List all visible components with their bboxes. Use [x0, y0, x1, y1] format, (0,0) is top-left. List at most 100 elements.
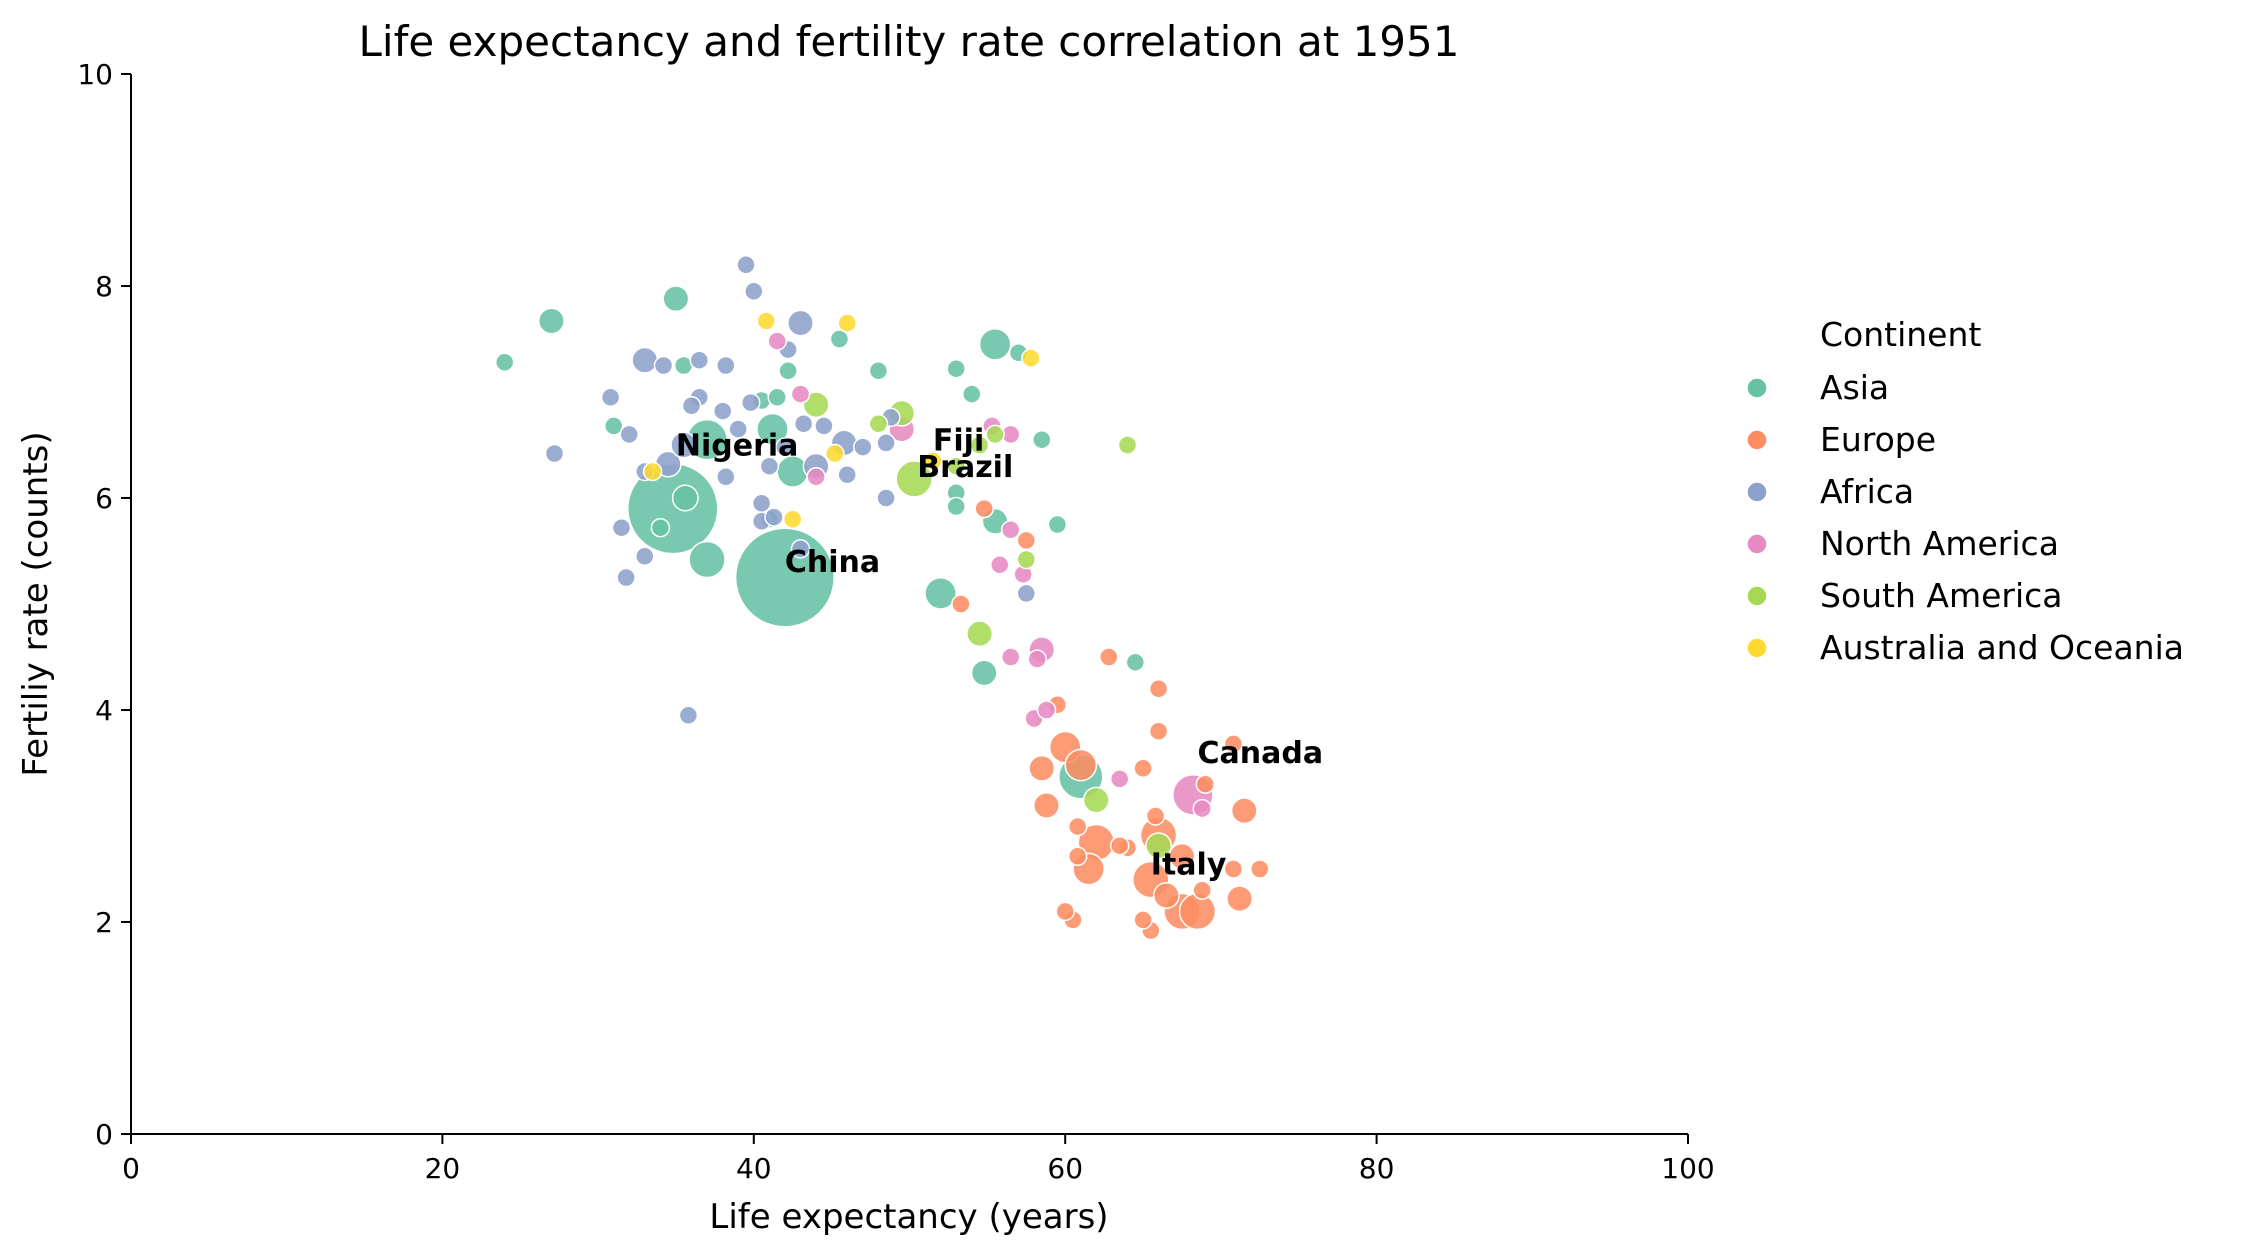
legend-label-south-america: South America — [1820, 576, 2063, 615]
point-africa-5 — [744, 281, 764, 302]
legend-label-asia: Asia — [1820, 368, 1889, 407]
point-europe-11 — [1250, 859, 1270, 879]
point-south-america-9 — [1082, 786, 1110, 814]
point-asia-12 — [662, 285, 690, 313]
y-axis-title: Fertiliy rate (counts) — [16, 431, 56, 776]
point-africa-32 — [764, 507, 784, 527]
point-africa-27 — [876, 433, 896, 453]
y-axis-ticks: 0 2 4 6 8 10 — [77, 58, 131, 1151]
y-tick-label-4: 4 — [95, 694, 113, 727]
point-north-america-8 — [1000, 520, 1021, 540]
point-europe-33 — [1145, 806, 1166, 826]
legend-label-north-america: North America — [1820, 524, 2059, 563]
point-europe-26 — [1067, 816, 1088, 837]
point-europe-14 — [1223, 734, 1244, 754]
point-africa-23 — [814, 416, 834, 436]
point-europe-13 — [1223, 859, 1244, 879]
point-asia-18 — [962, 384, 982, 404]
point-asia-7 — [756, 412, 789, 446]
legend-label-australia-and-oceania: Australia and Oceania — [1820, 628, 2184, 667]
legend-marker-asia — [1746, 377, 1768, 399]
point-europe-21 — [1133, 910, 1153, 930]
point-south-america-11 — [1117, 435, 1138, 455]
point-asia-9 — [494, 352, 515, 373]
x-axis-title: Life expectancy (years) — [709, 1197, 1108, 1237]
point-africa-18 — [740, 392, 761, 413]
point-africa-3 — [716, 355, 736, 376]
point-asia-31 — [767, 387, 787, 408]
point-europe-34 — [1195, 774, 1216, 794]
point-africa-25 — [837, 464, 857, 485]
point-australia-and-oceania-4 — [825, 443, 845, 464]
point-asia-11 — [603, 416, 624, 436]
point-asia-5 — [924, 577, 957, 610]
point-europe-8 — [1033, 791, 1060, 819]
point-asia-26 — [1125, 652, 1146, 673]
x-tick-label-0: 0 — [122, 1152, 140, 1185]
point-europe-7 — [1064, 748, 1098, 782]
point-africa-29 — [876, 488, 896, 508]
legend-label-europe: Europe — [1820, 420, 1936, 459]
point-africa-6 — [787, 309, 814, 337]
point-africa-21 — [793, 414, 814, 434]
point-south-america-0 — [895, 460, 933, 498]
x-tick-label-40: 40 — [736, 1152, 772, 1185]
annotation-fiji: Fiji — [933, 423, 984, 458]
point-europe-28 — [1168, 842, 1196, 870]
point-europe-10 — [1230, 797, 1258, 825]
point-africa-35 — [616, 567, 636, 588]
x-tick-label-20: 20 — [425, 1152, 461, 1185]
point-africa-33 — [790, 539, 811, 559]
y-tick-label-6: 6 — [95, 482, 113, 515]
point-asia-14 — [778, 361, 798, 381]
point-asia-24 — [1047, 514, 1068, 535]
point-africa-11 — [619, 424, 639, 445]
point-africa-1 — [653, 355, 674, 376]
point-europe-17 — [1099, 647, 1119, 667]
y-tick-label-0: 0 — [95, 1118, 113, 1151]
point-africa-9 — [600, 387, 621, 408]
point-africa-14 — [670, 431, 698, 459]
point-asia-4 — [978, 327, 1012, 361]
plot-area — [494, 255, 1270, 941]
point-asia-16 — [868, 361, 889, 381]
point-europe-27 — [1109, 835, 1130, 856]
point-australia-and-oceania-6 — [923, 451, 943, 471]
x-tick-label-100: 100 — [1661, 1152, 1714, 1185]
annotation-brazil: Brazil — [917, 450, 1013, 485]
point-africa-16 — [712, 401, 733, 421]
point-europe-12 — [1226, 885, 1254, 913]
point-africa-36 — [678, 705, 699, 726]
legend-marker-australia-and-oceania — [1746, 637, 1768, 659]
point-north-america-11 — [1027, 649, 1047, 669]
point-europe-23 — [1055, 901, 1075, 922]
point-south-america-2 — [868, 414, 889, 434]
point-africa-10 — [544, 443, 565, 464]
point-europe-35 — [1192, 880, 1212, 900]
point-africa-4 — [736, 255, 756, 275]
point-asia-28 — [671, 484, 699, 512]
legend-marker-north-america — [1746, 533, 1768, 555]
point-asia-17 — [946, 358, 966, 379]
point-europe-30 — [951, 594, 971, 614]
point-south-america-4 — [969, 435, 990, 455]
point-australia-and-oceania-5 — [782, 509, 803, 529]
annotation-nigeria: Nigeria — [676, 429, 799, 464]
point-africa-34 — [611, 517, 632, 538]
point-africa-37 — [1016, 583, 1037, 604]
point-europe-16 — [1148, 721, 1169, 741]
point-south-america-10 — [1145, 832, 1173, 860]
legend-marker-europe — [1746, 429, 1768, 451]
x-axis-ticks: 0 20 40 60 80 100 — [122, 1134, 1715, 1185]
legend-marker-africa — [1746, 481, 1768, 503]
point-africa-0 — [631, 346, 659, 374]
point-north-america-10 — [1000, 647, 1021, 667]
legend: Continent Asia Europe Africa North America S… — [1746, 315, 2184, 667]
point-south-america-8 — [1016, 549, 1037, 570]
y-tick-label-2: 2 — [95, 906, 113, 939]
point-africa-2 — [689, 350, 710, 370]
point-north-america-15 — [1109, 769, 1130, 789]
point-africa-15 — [681, 396, 702, 416]
point-europe-9 — [1028, 754, 1056, 782]
